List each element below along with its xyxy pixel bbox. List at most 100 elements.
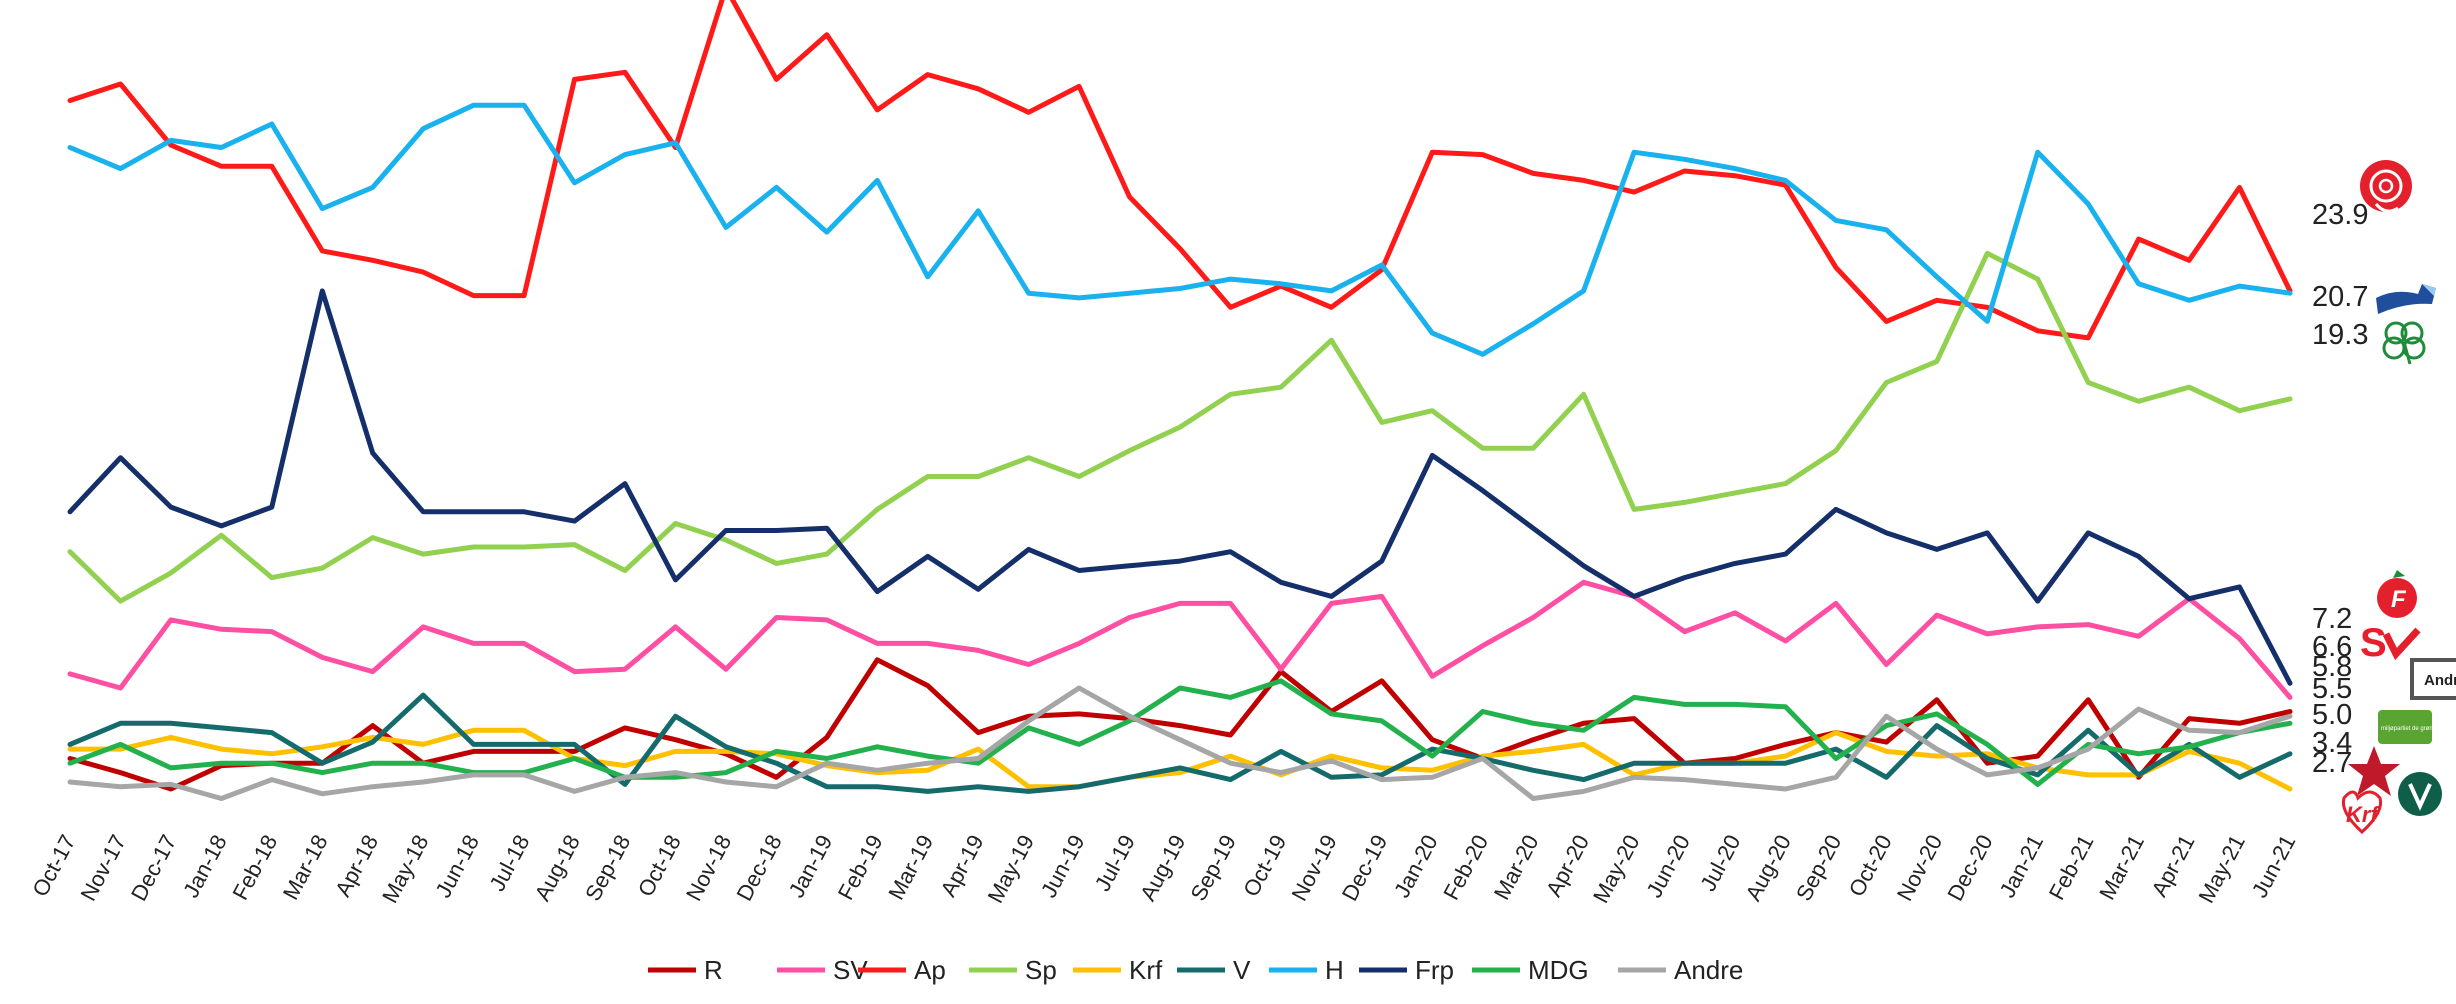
x-tick-label: Oct-17 [27, 831, 80, 901]
x-tick-label: Apr-19 [936, 831, 989, 901]
series-line-mdg [67, 678, 2293, 787]
x-tick-label: Jan-20 [1389, 831, 1443, 902]
legend-label: H [1325, 955, 1344, 985]
x-tick-label: Jan-21 [1994, 831, 2048, 902]
x-tick-label: Jan-19 [784, 831, 838, 902]
x-tick-label: Feb-19 [833, 831, 888, 904]
end-label-andre: 5.8 [2312, 651, 2352, 683]
r-star-logo-icon [2348, 746, 2400, 796]
series-line-h [67, 102, 2293, 357]
x-tick-label: Oct-19 [1238, 831, 1291, 901]
end-label-r: 5.5 [2312, 673, 2352, 705]
x-tick-label: May-19 [983, 831, 1040, 908]
x-tick-label: May-20 [1588, 831, 1645, 908]
ap-rose-logo-icon [2360, 160, 2412, 213]
legend-label: V [1233, 955, 1251, 985]
legend-label: Andre [1674, 955, 1743, 985]
legend-item-mdg: MDG [1472, 955, 1589, 985]
x-tick-label: Mar-20 [1489, 831, 1544, 904]
x-tick-label: Jul-19 [1090, 831, 1140, 896]
legend-item-ap: Ap [858, 955, 946, 985]
x-tick-label: Nov-20 [1892, 831, 1947, 905]
x-tick-label: Sep-18 [580, 831, 635, 905]
x-tick-label: Jan-18 [178, 831, 232, 902]
sp-clover-logo-icon [2382, 321, 2426, 365]
legend-label: Sp [1025, 955, 1057, 985]
x-tick-label: Nov-17 [75, 831, 130, 905]
x-tick-label: Jun-20 [1641, 831, 1695, 902]
end-label-frp: 7.2 [2312, 603, 2352, 635]
x-tick-label: Apr-20 [1541, 831, 1594, 901]
mdg-logo-icon: miljøpartiet de grønne [2378, 710, 2440, 744]
x-tick-label: Aug-18 [530, 831, 585, 905]
x-tick-label: Sep-20 [1791, 831, 1846, 905]
series-line-sp [67, 250, 2293, 604]
andre-box: Andre [2410, 658, 2456, 700]
end-label-mdg: 5.0 [2312, 699, 2352, 731]
x-tick-label: Mar-21 [2094, 831, 2149, 904]
x-tick-label: Apr-21 [2146, 831, 2199, 901]
x-tick-label: Jul-18 [484, 831, 534, 896]
x-tick-label: Dec-17 [126, 831, 181, 905]
x-tick-label: Jun-18 [430, 831, 484, 902]
series-line-andre [67, 685, 2293, 801]
krf-logo-icon: Krf [2341, 790, 2383, 835]
frp-logo-icon: F [2377, 570, 2417, 618]
sv-logo-icon: S [2360, 621, 2421, 665]
end-label-sp: 19.3 [2312, 319, 2368, 351]
legend-item-sv: SV [777, 955, 868, 985]
x-tick-label: Jun-21 [2247, 831, 2301, 902]
legend-item-sp: Sp [969, 955, 1057, 985]
x-tick-label: May-21 [2193, 831, 2250, 908]
series-line-v [67, 692, 2293, 794]
legend-label: R [704, 955, 723, 985]
series-line-ap [67, 0, 2293, 341]
legend-item-h: H [1269, 955, 1344, 985]
x-tick-label: Jun-19 [1036, 831, 1090, 902]
x-tick-label: Dec-18 [731, 831, 786, 905]
x-tick-label: Oct-18 [633, 831, 686, 901]
series-line-r [67, 657, 2293, 792]
x-tick-label: Nov-19 [1286, 831, 1341, 905]
h-flag-logo-icon [2376, 284, 2436, 314]
x-tick-label: Aug-20 [1740, 831, 1795, 905]
series-line-sv [67, 579, 2293, 700]
andre-box-label: Andre [2424, 672, 2456, 689]
x-tick-label: Apr-18 [330, 831, 383, 901]
x-tick-label: May-18 [377, 831, 434, 908]
series-line-frp [67, 288, 2293, 686]
krf-logo-text: Krf [2346, 802, 2380, 827]
x-tick-label: Mar-18 [278, 831, 333, 904]
x-axis-tick-labels: Oct-17Nov-17Dec-17Jan-18Feb-18Mar-18Apr-… [27, 831, 2300, 908]
x-tick-label: Aug-19 [1135, 831, 1190, 905]
legend-item-krf: Krf [1073, 955, 1163, 985]
legend-label: Ap [914, 955, 946, 985]
legend-label: Frp [1415, 955, 1454, 985]
x-tick-label: Mar-19 [883, 831, 938, 904]
svg-text:F: F [2391, 586, 2407, 613]
x-tick-label: Jul-20 [1695, 831, 1745, 896]
end-label-h: 20.7 [2312, 281, 2368, 313]
end-label-krf: 2.7 [2312, 747, 2352, 779]
x-tick-label: Sep-19 [1185, 831, 1240, 905]
x-tick-label: Dec-19 [1337, 831, 1392, 905]
legend-item-r: R [648, 955, 723, 985]
end-value-labels: 23.9 20.7 19.3 7.2 6.6 5.8 5.5 5.0 3.4 2… [2312, 199, 2368, 779]
legend-label: MDG [1528, 955, 1589, 985]
end-label-ap: 23.9 [2312, 199, 2368, 231]
legend-item-andre: Andre [1618, 955, 1743, 985]
x-tick-label: Feb-18 [227, 831, 282, 904]
x-tick-label: Feb-20 [1438, 831, 1493, 904]
x-tick-label: Oct-20 [1844, 831, 1897, 901]
end-label-sv: 6.6 [2312, 631, 2352, 663]
legend-item-frp: Frp [1359, 955, 1454, 985]
x-tick-label: Nov-18 [681, 831, 736, 905]
v-logo-icon [2398, 772, 2442, 816]
mdg-logo-text: miljøpartiet de grønne [2381, 726, 2440, 732]
series-line-krf [67, 727, 2293, 792]
legend: R SV Ap Sp Krf V H Frp MDG Andre [648, 955, 1743, 985]
x-tick-label: Dec-20 [1942, 831, 1997, 905]
svg-text:S: S [2360, 621, 2387, 665]
series-lines [67, 0, 2293, 801]
